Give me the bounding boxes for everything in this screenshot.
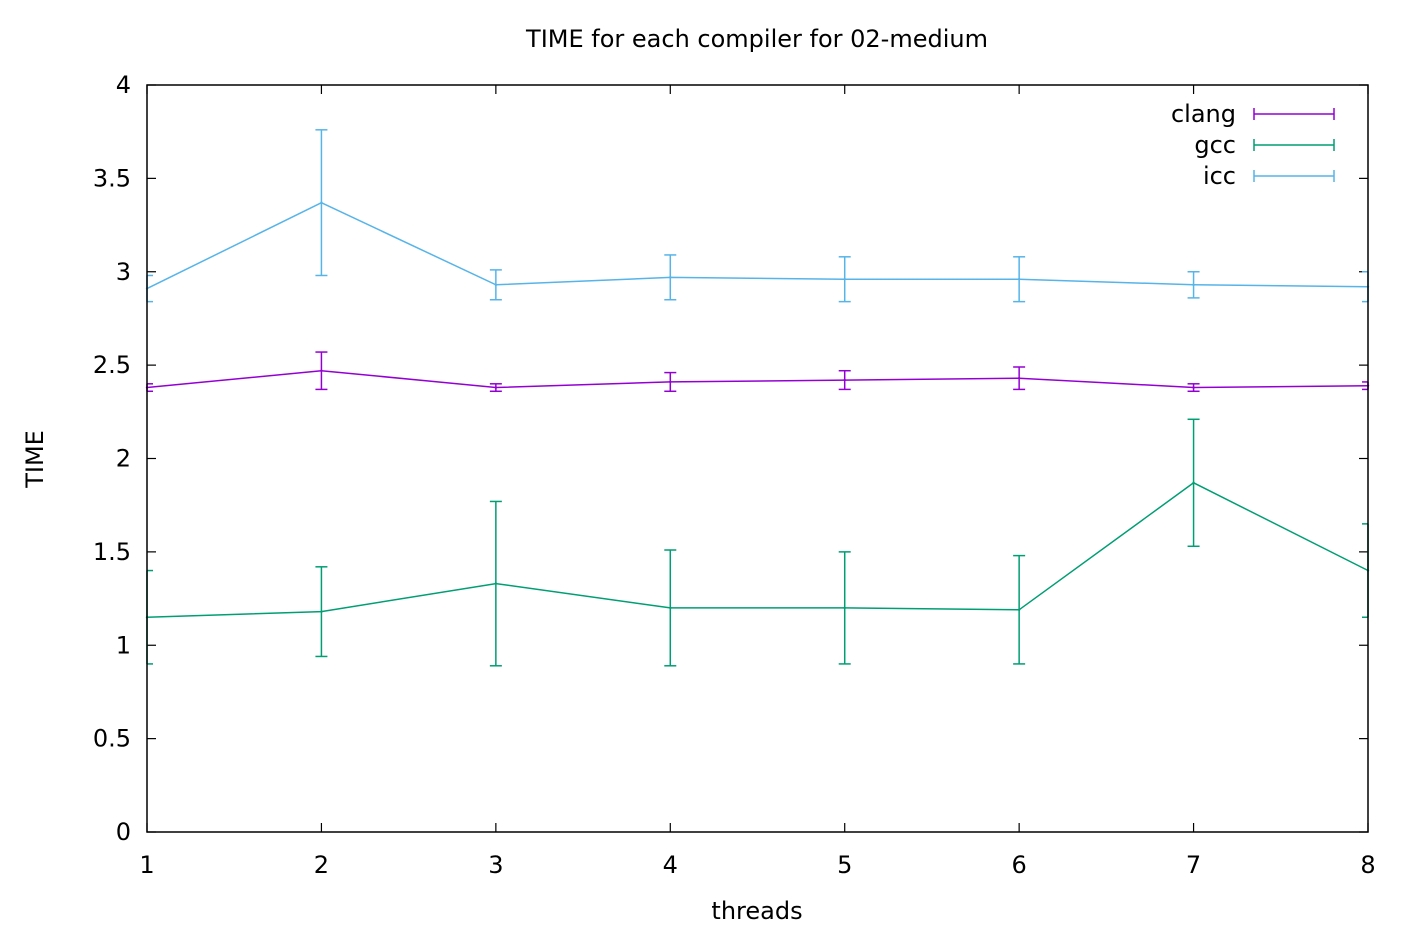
data-point-icc [320, 201, 323, 204]
series-clang [145, 351, 1370, 393]
data-point-icc [1017, 278, 1021, 281]
y-tick-label: 2 [116, 445, 131, 473]
y-tick-label: 3 [116, 258, 131, 286]
legend-item-gcc: gcc [1194, 131, 1335, 159]
y-tick-label: 0 [116, 818, 131, 846]
data-point-gcc [669, 606, 672, 610]
data-point-clang [494, 386, 498, 389]
y-tick-label: 1.5 [93, 538, 131, 566]
x-tick-label: 7 [1186, 851, 1201, 879]
x-tick-label: 6 [1012, 851, 1027, 879]
legend-label: icc [1203, 162, 1236, 190]
x-tick-label: 2 [314, 851, 329, 879]
chart-title: TIME for each compiler for 02-medium [525, 25, 988, 53]
legend-label: clang [1171, 100, 1236, 128]
plot-frame [146, 84, 1369, 833]
y-tick-label: 3.5 [93, 164, 131, 192]
data-point-icc [669, 276, 672, 279]
data-point-gcc [1192, 481, 1195, 484]
series-line-icc [146, 201, 1369, 290]
axis-ticks: 1 2 3 4 5 6 7 8 0 0.5 1 1.5 2 2.5 3 3.5 4 [93, 71, 1376, 879]
data-point-clang [1017, 376, 1021, 380]
legend: clang gcc icc [1171, 100, 1335, 190]
y-axis-label: TIME [21, 430, 49, 489]
data-point-clang [843, 378, 846, 382]
legend-label: gcc [1194, 131, 1236, 159]
data-point-icc [843, 278, 846, 281]
data-point-gcc [1017, 608, 1021, 611]
data-point-clang [669, 380, 672, 384]
data-point-clang [320, 369, 323, 372]
y-tick-label: 0.5 [93, 725, 131, 753]
y-tick-label: 4 [116, 71, 131, 99]
x-tick-label: 1 [139, 851, 154, 879]
data-point-clang [1192, 386, 1195, 389]
data-point-gcc [494, 582, 498, 585]
x-tick-label: 5 [837, 851, 852, 879]
legend-item-icc: icc [1203, 162, 1335, 190]
data-point-icc [1192, 283, 1195, 287]
x-tick-label: 3 [488, 851, 503, 879]
series-line-clang [146, 369, 1369, 389]
data-point-gcc [320, 610, 323, 613]
x-tick-label: 4 [663, 851, 678, 879]
series-line-gcc [146, 481, 1369, 618]
data-point-gcc [843, 606, 846, 610]
legend-item-clang: clang [1171, 100, 1335, 128]
y-tick-label: 2.5 [93, 351, 131, 379]
data-point-icc [494, 283, 498, 287]
x-axis-label: threads [711, 897, 802, 925]
y-tick-label: 1 [116, 631, 131, 659]
x-tick-label: 8 [1360, 851, 1375, 879]
